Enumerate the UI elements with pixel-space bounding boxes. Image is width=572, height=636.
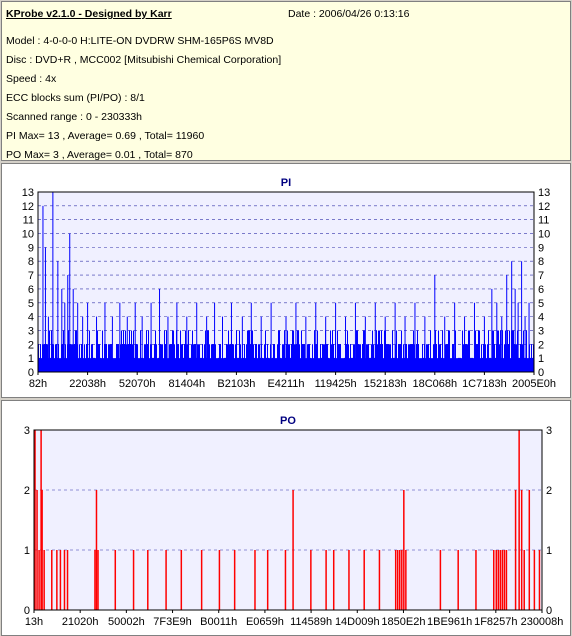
po-x-tick-label: B0011h: [200, 616, 237, 628]
pi-y-tick-left: 9: [28, 242, 34, 254]
pi-x-tick-label: 2005E0h: [512, 378, 556, 390]
po-x-tick-label: 230008h: [521, 616, 564, 628]
pi-y-tick-left: 5: [28, 298, 34, 310]
po-title: PO: [280, 415, 296, 427]
pi-y-tick-left: 8: [28, 256, 34, 268]
pi-y-tick-left: 12: [22, 201, 34, 213]
po-y-tick-left: 1: [24, 545, 30, 557]
po-y-tick-left: 2: [24, 485, 30, 497]
pi-y-tick-left: 1: [28, 353, 34, 365]
pi-y-tick-left: 6: [28, 284, 34, 296]
pi-y-tick-right: 11: [538, 215, 549, 227]
pi-y-tick-left: 11: [23, 215, 34, 227]
pi-y-tick-right: 8: [538, 256, 544, 268]
po-x-tick-label: 1F8257h: [474, 616, 517, 628]
pi-x-tick-label: E4211h: [267, 378, 304, 390]
po-x-tick-label: 13h: [25, 616, 43, 628]
pi-y-tick-right: 6: [538, 284, 544, 296]
pi-x-tick-label: 52070h: [119, 378, 156, 390]
pi-y-tick-left: 3: [28, 325, 34, 337]
po-x-tick-label: 50002h: [108, 616, 145, 628]
po-chart: PO 0 0 1 1 2 2 3 3 13h 21020h 50002h 7F3E9h B0011h E06…: [24, 415, 564, 628]
po-y-tick-right: 0: [546, 605, 552, 617]
pi-chart-panel: PI 0 0 1 1 2 2 3 3 4 4 5 5 6 6 7 7 8 8 9 9 10 10 11 11 12 12 13 13 82…: [1, 163, 571, 398]
po-x-tick-label: 1BE961h: [427, 616, 472, 628]
app-title: KProbe v2.1.0 - Designed by Karr: [6, 8, 172, 20]
scan-date: Date : 2006/04/26 0:13:16: [288, 8, 410, 20]
pi-x-tick-label: B2103h: [217, 378, 255, 390]
pi-y-tick-right: 10: [538, 229, 550, 241]
pi-y-tick-right: 4: [538, 312, 544, 324]
po-y-tick-left: 3: [24, 425, 30, 437]
pi-y-tick-left: 7: [28, 270, 34, 282]
po-y-tick-left: 0: [24, 605, 30, 617]
po-chart-panel: PO 0 0 1 1 2 2 3 3 13h 21020h 50002h 7F3E9h B0011h E06…: [1, 400, 571, 636]
info-pi-stats: PI Max= 13 , Average= 0.69 , Total= 1196…: [6, 130, 205, 142]
pi-x-tick-label: 152183h: [364, 378, 407, 390]
pi-y-tick-left: 2: [28, 339, 34, 351]
pi-y-tick-left: 10: [22, 229, 34, 241]
po-y-tick-right: 3: [546, 425, 552, 437]
po-x-tick-label: 14D009h: [335, 616, 380, 628]
po-x-tick-label: 114589h: [290, 616, 332, 628]
pi-y-tick-right: 3: [538, 325, 544, 337]
info-disc: Disc : DVD+R , MCC002 [Mitsubishi Chemic…: [6, 54, 282, 66]
info-po-stats: PO Max= 3 , Average= 0.01 , Total= 870: [6, 149, 193, 161]
pi-y-tick-right: 1: [538, 353, 544, 365]
po-x-tick-label: 1850E2h: [381, 616, 425, 628]
pi-y-tick-right: 7: [538, 270, 544, 282]
pi-y-tick-right: 13: [538, 187, 550, 199]
pi-y-tick-right: 5: [538, 298, 544, 310]
info-ecc: ECC blocks sum (PI/PO) : 8/1: [6, 92, 145, 104]
pi-x-tick-label: 18C068h: [412, 378, 457, 390]
pi-y-tick-right: 12: [538, 201, 550, 213]
pi-x-tick-label: 81404h: [168, 378, 205, 390]
po-y-tick-right: 2: [546, 485, 552, 497]
pi-x-tick-label: 82h: [29, 378, 47, 390]
info-speed: Speed : 4x: [6, 73, 57, 85]
info-range: Scanned range : 0 - 230333h: [6, 111, 143, 123]
pi-y-tick-right: 9: [538, 242, 544, 254]
po-x-tick-label: E0659h: [246, 616, 284, 628]
pi-x-tick-label: 119425h: [315, 378, 357, 390]
pi-x-tick-label: 22038h: [69, 378, 106, 390]
po-plot-area: [34, 430, 542, 610]
pi-y-tick-left: 4: [28, 312, 34, 324]
info-panel: KProbe v2.1.0 - Designed by Karr Date : …: [1, 1, 571, 161]
pi-title: PI: [281, 177, 291, 189]
pi-y-tick-left: 13: [22, 187, 34, 199]
pi-x-tick-label: 1C7183h: [462, 378, 507, 390]
po-y-tick-right: 1: [546, 545, 552, 557]
pi-y-tick-left: 0: [28, 367, 34, 379]
pi-y-tick-right: 2: [538, 339, 544, 351]
info-model: Model : 4-0-0-0 H:LITE-ON DVDRW SHM-165P…: [6, 35, 274, 47]
po-x-tick-label: 7F3E9h: [153, 616, 192, 628]
po-axes-frame: [33, 429, 543, 611]
po-x-tick-label: 21020h: [62, 616, 99, 628]
pi-y-tick-right: 0: [538, 367, 544, 379]
